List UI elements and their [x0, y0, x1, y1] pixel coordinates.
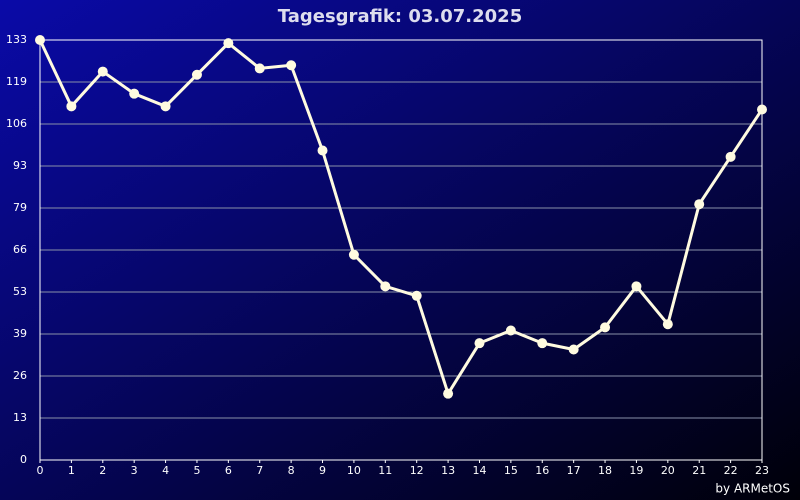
- data-point: [66, 101, 77, 112]
- data-point: [35, 35, 45, 45]
- x-tick-label: 8: [288, 464, 295, 477]
- x-tick-label: 14: [472, 464, 486, 477]
- data-point: [411, 290, 422, 301]
- y-tick-label: 133: [6, 33, 27, 46]
- x-tick-label: 20: [661, 464, 675, 477]
- data-point: [97, 66, 108, 77]
- x-tick-label: 11: [378, 464, 392, 477]
- x-tick-label: 15: [504, 464, 518, 477]
- data-line: [38, 39, 764, 396]
- y-tick-label: 53: [13, 285, 27, 298]
- x-tick-label: 21: [692, 464, 706, 477]
- data-point: [191, 69, 202, 80]
- y-tick-label: 0: [20, 453, 27, 466]
- data-point: [474, 338, 485, 349]
- x-tick-label: 23: [755, 464, 769, 477]
- x-tick-label: 4: [162, 464, 169, 477]
- data-point: [286, 60, 297, 71]
- x-tick-label: 18: [598, 464, 612, 477]
- data-point: [505, 325, 516, 336]
- x-tick-label: 1: [68, 464, 75, 477]
- y-tick-label: 66: [13, 243, 27, 256]
- data-point: [380, 281, 391, 292]
- x-tick-label: 9: [319, 464, 326, 477]
- data-point: [631, 281, 642, 292]
- x-tick-label: 13: [441, 464, 455, 477]
- x-tick-label: 2: [99, 464, 106, 477]
- data-point: [254, 63, 265, 74]
- y-tick-label: 93: [13, 159, 27, 172]
- chart-title: Tagesgrafik: 03.07.2025: [278, 6, 522, 27]
- y-tick-label: 79: [13, 201, 27, 214]
- data-point: [317, 145, 328, 156]
- data-point: [443, 388, 454, 399]
- credit: by ARMetOS: [715, 482, 790, 496]
- x-tick-label: 12: [410, 464, 424, 477]
- x-tick-label: 22: [724, 464, 738, 477]
- y-tick-label: 106: [6, 117, 27, 130]
- data-point: [348, 249, 359, 260]
- y-tick-label: 26: [13, 369, 27, 382]
- y-tick-label: 119: [6, 75, 27, 88]
- data-point: [223, 38, 234, 49]
- x-tick-label: 6: [225, 464, 232, 477]
- y-tick-label: 13: [13, 411, 27, 424]
- data-point: [537, 338, 548, 349]
- data-point: [757, 104, 767, 115]
- x-tick-label: 16: [535, 464, 549, 477]
- data-point: [129, 88, 140, 99]
- y-tick-label: 39: [13, 327, 27, 340]
- data-point: [160, 101, 171, 112]
- x-tick-label: 5: [193, 464, 200, 477]
- x-tick-label: 0: [37, 464, 44, 477]
- data-point: [694, 199, 705, 210]
- x-tick-label: 17: [567, 464, 581, 477]
- x-tick-label: 7: [256, 464, 263, 477]
- data-point: [600, 322, 611, 333]
- x-tick-label: 19: [629, 464, 643, 477]
- x-tick-label: 10: [347, 464, 361, 477]
- data-point: [568, 344, 579, 355]
- data-point: [662, 319, 673, 330]
- x-tick-label: 3: [131, 464, 138, 477]
- plot-frame: [39, 39, 763, 461]
- data-point: [725, 151, 736, 162]
